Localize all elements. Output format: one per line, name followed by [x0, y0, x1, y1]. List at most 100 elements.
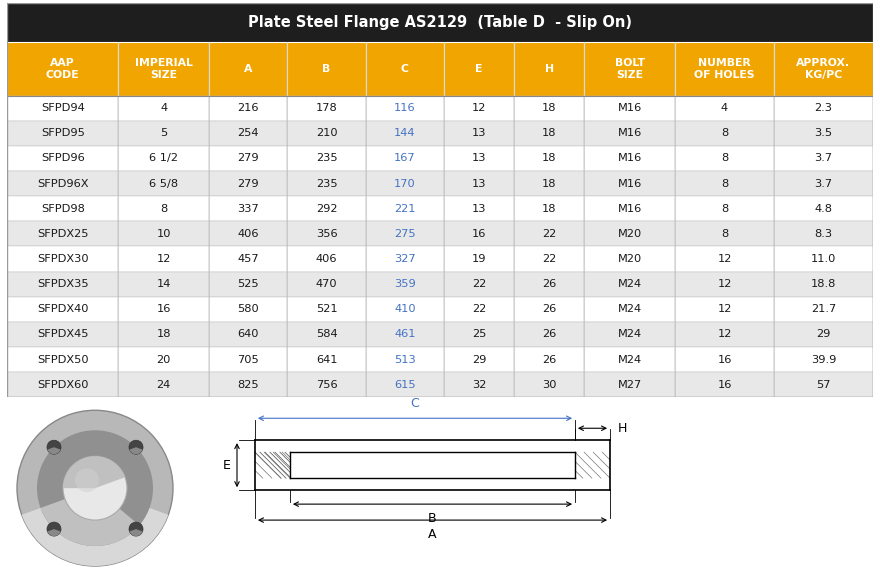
Text: 14: 14 [157, 279, 171, 289]
Text: 513: 513 [394, 354, 416, 365]
Bar [209, 322, 288, 347]
Text: 18: 18 [542, 103, 556, 113]
Bar [366, 222, 444, 246]
Bar [514, 297, 584, 322]
Bar [675, 372, 774, 397]
Bar [514, 42, 584, 96]
Circle shape [47, 522, 61, 536]
Bar [444, 196, 514, 222]
Text: Plate Steel Flange AS2129  (Table D  - Slip On): Plate Steel Flange AS2129 (Table D - Sli… [248, 15, 632, 30]
Bar [288, 246, 366, 271]
Bar [774, 146, 873, 171]
Bar [514, 146, 584, 171]
Circle shape [47, 440, 61, 454]
Bar [366, 322, 444, 347]
Text: 18: 18 [157, 329, 171, 339]
Bar [774, 297, 873, 322]
Text: 825: 825 [238, 380, 259, 390]
Bar [514, 271, 584, 297]
Bar [774, 196, 873, 222]
Bar [675, 297, 774, 322]
Bar [444, 42, 514, 96]
Text: 6 1/2: 6 1/2 [150, 154, 179, 164]
Text: 13: 13 [472, 154, 487, 164]
Bar [288, 347, 366, 372]
Text: 29: 29 [472, 354, 487, 365]
Text: 8.3: 8.3 [814, 229, 832, 239]
Bar [119, 372, 209, 397]
Bar [119, 322, 209, 347]
Bar [675, 196, 774, 222]
Text: 16: 16 [472, 229, 487, 239]
Bar [444, 322, 514, 347]
Bar [366, 96, 444, 121]
Text: H: H [617, 422, 627, 435]
Bar [514, 222, 584, 246]
Text: 8: 8 [160, 204, 167, 213]
Bar [584, 372, 675, 397]
Bar [7, 372, 119, 397]
Text: 470: 470 [316, 279, 337, 289]
Text: 756: 756 [316, 380, 337, 390]
Text: 279: 279 [238, 179, 259, 188]
Bar [366, 297, 444, 322]
Bar [774, 121, 873, 146]
Bar [584, 96, 675, 121]
Bar [119, 347, 209, 372]
Bar [584, 42, 675, 96]
Wedge shape [129, 529, 143, 536]
Bar [209, 222, 288, 246]
Text: 4: 4 [160, 103, 167, 113]
Bar [288, 271, 366, 297]
Text: 32: 32 [472, 380, 487, 390]
Text: 19: 19 [472, 254, 487, 264]
Text: 178: 178 [316, 103, 338, 113]
Text: 30: 30 [542, 380, 556, 390]
Bar [119, 42, 209, 96]
Text: IMPERIAL
SIZE: IMPERIAL SIZE [135, 58, 193, 80]
Bar [288, 42, 366, 96]
Text: M16: M16 [618, 204, 642, 213]
Text: 705: 705 [238, 354, 259, 365]
Text: 275: 275 [394, 229, 415, 239]
Text: 410: 410 [394, 304, 415, 314]
Bar [366, 347, 444, 372]
Text: M24: M24 [618, 279, 642, 289]
Text: 641: 641 [316, 354, 337, 365]
Text: APPROX.
KG/PC: APPROX. KG/PC [796, 58, 851, 80]
Text: 12: 12 [157, 254, 171, 264]
Text: 16: 16 [157, 304, 171, 314]
Bar [209, 372, 288, 397]
Bar [288, 196, 366, 222]
Bar [7, 196, 119, 222]
Bar [774, 171, 873, 196]
Bar [774, 322, 873, 347]
Bar [584, 271, 675, 297]
Text: M24: M24 [618, 304, 642, 314]
Bar [444, 372, 514, 397]
Bar [366, 171, 444, 196]
Bar [584, 347, 675, 372]
Text: A: A [244, 64, 253, 74]
Bar [119, 146, 209, 171]
Bar [584, 222, 675, 246]
Text: 18: 18 [542, 179, 556, 188]
Text: 18: 18 [542, 128, 556, 138]
Bar [774, 271, 873, 297]
Text: 26: 26 [542, 279, 556, 289]
Bar [366, 196, 444, 222]
Text: 615: 615 [394, 380, 415, 390]
Bar [288, 322, 366, 347]
Text: SFPDX45: SFPDX45 [37, 329, 89, 339]
Bar [288, 297, 366, 322]
Text: 12: 12 [717, 279, 731, 289]
Text: SFPD96X: SFPD96X [37, 179, 89, 188]
Bar [288, 171, 366, 196]
Text: A: A [429, 528, 436, 541]
Bar [366, 271, 444, 297]
Circle shape [75, 468, 99, 492]
Text: 337: 337 [238, 204, 259, 213]
Bar [209, 347, 288, 372]
Bar [584, 322, 675, 347]
Text: 39.9: 39.9 [810, 354, 836, 365]
